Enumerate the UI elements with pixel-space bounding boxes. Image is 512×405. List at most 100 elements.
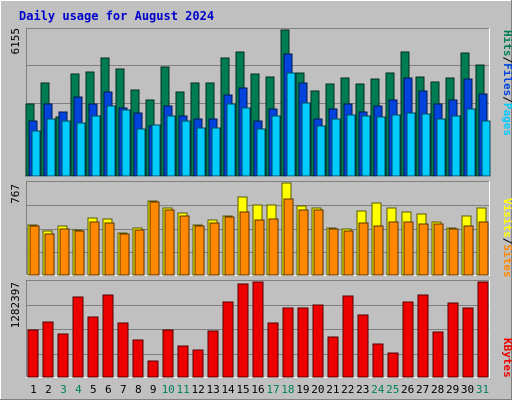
bar-pages: [196, 127, 206, 177]
bar-sites: [104, 222, 115, 276]
bar-kbytes: [27, 329, 39, 378]
bar-kbytes: [387, 352, 399, 378]
bar-sites: [89, 221, 100, 276]
bar-kbytes: [297, 307, 309, 378]
bar-sites: [388, 221, 399, 276]
bar-sites: [298, 209, 309, 276]
bar-sites: [448, 228, 459, 276]
x-tick-label: 26: [401, 383, 414, 396]
x-tick-label: 5: [90, 383, 97, 396]
bar-pages: [136, 128, 146, 177]
x-tick-label: 29: [446, 383, 459, 396]
legend-kbytes: KBytes: [501, 338, 512, 378]
legend-sep-1: /: [501, 57, 512, 64]
x-tick-label: 19: [296, 383, 309, 396]
bar-kbytes: [222, 301, 234, 378]
x-tick-label: 27: [416, 383, 429, 396]
bar-sites: [164, 209, 175, 276]
bar-kbytes: [192, 349, 204, 378]
bar-kbytes: [447, 302, 459, 378]
bar-sites: [179, 215, 190, 276]
x-tick-label: 11: [177, 383, 190, 396]
bar-pages: [181, 120, 191, 177]
bar-pages: [391, 114, 401, 177]
bar-pages: [271, 115, 281, 177]
x-tick-label: 23: [356, 383, 369, 396]
x-tick-label: 22: [341, 383, 354, 396]
bar-kbytes: [267, 322, 279, 378]
bar-pages: [121, 109, 131, 177]
x-tick-label: 25: [386, 383, 399, 396]
bar-sites: [283, 198, 294, 276]
bar-kbytes: [252, 281, 264, 378]
bar-kbytes: [162, 329, 174, 378]
legend-sep-3: /: [501, 238, 512, 245]
bar-pages: [481, 120, 491, 177]
bar-pages: [46, 118, 56, 177]
x-tick-label: 30: [461, 383, 474, 396]
x-tick-label: 10: [162, 383, 175, 396]
bar-pages: [106, 105, 116, 177]
panel-sites-visits: [26, 181, 490, 276]
bar-sites: [343, 230, 354, 276]
bar-kbytes: [417, 294, 429, 378]
x-tick-label: 2: [45, 383, 52, 396]
bar-pages: [451, 115, 461, 177]
x-tick-label: 17: [266, 383, 279, 396]
bar-sites: [149, 201, 160, 276]
bar-sites: [313, 209, 324, 276]
x-tick-label: 15: [236, 383, 249, 396]
bar-kbytes: [87, 316, 99, 378]
legend-kbytes-label: KBytes: [501, 338, 512, 378]
bar-kbytes: [342, 295, 354, 378]
x-tick-label: 21: [326, 383, 339, 396]
bar-sites: [59, 228, 70, 276]
bar-pages: [286, 72, 296, 177]
bar-kbytes: [477, 281, 489, 378]
bar-pages: [376, 116, 386, 177]
bar-pages: [241, 107, 251, 177]
bar-kbytes: [312, 304, 324, 378]
bar-sites: [74, 230, 85, 276]
x-tick-label: 12: [192, 383, 205, 396]
legend-hits-files-pages: Hits/Files/Pages: [501, 30, 512, 136]
bar-kbytes: [462, 307, 474, 378]
legend-sites: Sites: [501, 244, 512, 277]
bar-pages: [211, 127, 221, 177]
legend-files: Files: [501, 63, 512, 96]
bar-kbytes: [372, 343, 384, 378]
bar-kbytes: [432, 331, 444, 378]
bar-sites: [358, 222, 369, 276]
bar-sites: [463, 225, 474, 276]
bar-sites: [44, 233, 55, 276]
bar-kbytes: [117, 322, 129, 378]
bar-pages: [361, 115, 371, 177]
bar-pages: [421, 113, 431, 177]
y-max-label-kbytes: 1282397: [9, 282, 22, 328]
bar-pages: [151, 124, 161, 177]
bar-kbytes: [57, 333, 69, 378]
chart-title: Daily usage for August 2024: [19, 9, 214, 23]
x-tick-label: 20: [311, 383, 324, 396]
bar-kbytes: [327, 336, 339, 378]
bar-kbytes: [237, 283, 249, 378]
bar-pages: [166, 115, 176, 177]
bar-pages: [61, 120, 71, 177]
bar-sites: [224, 216, 235, 276]
bar-sites: [194, 225, 205, 276]
x-tick-label: 4: [75, 383, 82, 396]
legend-hits: Hits: [501, 30, 512, 57]
bar-kbytes: [177, 345, 189, 378]
x-tick-label: 14: [221, 383, 235, 396]
bar-pages: [301, 102, 311, 177]
bar-sites: [29, 225, 40, 276]
x-tick-label: 8: [135, 383, 142, 396]
bar-pages: [406, 112, 416, 177]
bar-kbytes: [42, 321, 54, 378]
bar-sites: [239, 211, 250, 276]
bar-sites: [209, 222, 220, 276]
x-tick-label: 6: [105, 383, 112, 396]
x-tick-label: 18: [281, 383, 294, 396]
